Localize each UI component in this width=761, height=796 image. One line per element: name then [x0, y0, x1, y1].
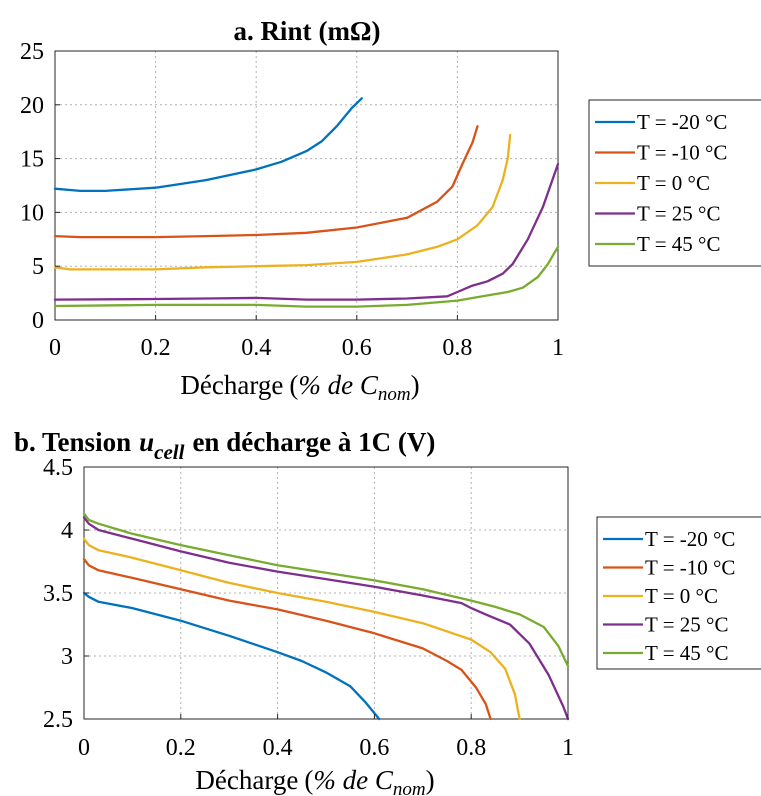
- voltage-chart-legend-label: T = 0 °C: [645, 584, 718, 608]
- rint-chart-ytick-label: 5: [32, 254, 44, 280]
- rint-chart-xlabel: Décharge (% de Cnom): [180, 370, 419, 405]
- rint-chart-legend-label: T = -10 °C: [637, 141, 727, 165]
- rint-chart-xtick-label: 0.6: [342, 335, 372, 361]
- rint-chart-xtick-label: 1: [552, 335, 564, 361]
- voltage-chart-legend-label: T = 25 °C: [645, 613, 728, 637]
- voltage-chart-series-line-2: [82, 557, 492, 721]
- voltage-chart-title: b. Tension ucell en décharge à 1C (V): [14, 427, 435, 464]
- voltage-chart-grid: [84, 467, 568, 719]
- rint-chart-legend: T = -20 °C T = -10 °C T = 0 °C T = 25 °C T =…: [588, 99, 761, 267]
- voltage-chart-ytick-label: 3.5: [43, 581, 73, 607]
- voltage-chart-ytick-label: 3: [61, 644, 73, 670]
- rint-chart-series-line-3: [53, 133, 512, 271]
- voltage-chart-panel: b. Tension ucell en décharge à 1C (V) 0 0.2…: [14, 427, 761, 796]
- voltage-chart-series-line-3: [82, 537, 521, 721]
- rint-chart-legend-label: T = 25 °C: [637, 202, 720, 226]
- rint-chart-ytick-label: 10: [20, 200, 44, 226]
- voltage-chart-series-line-5: [82, 512, 570, 668]
- rint-chart-xtick-label: 0: [49, 335, 61, 361]
- voltage-chart-xtick-label: 0.2: [166, 735, 196, 761]
- voltage-chart-series-line-4: [82, 516, 570, 721]
- rint-chart-xtick-label: 0.8: [442, 335, 472, 361]
- voltage-chart-series-line-1: [82, 591, 381, 721]
- rint-chart-legend-label: T = -20 °C: [637, 110, 727, 134]
- rint-chart-xtick-label: 0.4: [241, 335, 271, 361]
- voltage-chart-xtick-label: 0.8: [456, 735, 486, 761]
- voltage-chart-xtick-label: 1: [562, 735, 574, 761]
- rint-chart-legend-label: T = 0 °C: [637, 171, 710, 195]
- rint-chart-grid: [55, 51, 558, 320]
- rint-chart-legend-label: T = 45 °C: [637, 232, 720, 256]
- voltage-chart-ytick-label: 4: [61, 518, 73, 544]
- voltage-chart-xtick-label: 0.6: [359, 735, 389, 761]
- voltage-chart-tick-labels: 0 0.2 0.4 0.6 0.8 1 2.5 3 3.5 4 4.5: [43, 455, 574, 761]
- voltage-chart-xlabel: Décharge (% de Cnom): [195, 765, 434, 796]
- voltage-chart-xtick-label: 0: [78, 735, 90, 761]
- voltage-chart-legend-label: T = -20 °C: [645, 527, 735, 551]
- voltage-chart-legend: T = -20 °C T = -10 °C T = 0 °C T = 25 °C T =…: [596, 516, 761, 670]
- rint-chart-series-line-5: [53, 245, 560, 308]
- voltage-chart-xtick-label: 0.4: [263, 735, 293, 761]
- voltage-chart-ytick-label: 2.5: [43, 707, 73, 733]
- voltage-chart-ytick-label: 4.5: [43, 455, 73, 481]
- voltage-chart-legend-box: [596, 516, 761, 670]
- rint-chart-ytick-label: 15: [20, 147, 44, 173]
- rint-chart-axes-box: [54, 50, 559, 321]
- voltage-chart-legend-label: T = -10 °C: [645, 556, 735, 580]
- rint-chart-ytick-label: 0: [32, 308, 44, 334]
- rint-chart-title: a. Rint (mΩ): [233, 16, 380, 46]
- rint-chart-series-line-4: [53, 162, 560, 301]
- voltage-chart-legend-label: T = 45 °C: [645, 641, 728, 665]
- rint-chart-xtick-label: 0.2: [141, 335, 171, 361]
- voltage-chart-series: [82, 512, 570, 721]
- rint-chart-series: [53, 97, 560, 308]
- rint-chart-series-line-2: [53, 125, 479, 239]
- rint-chart-ytick-label: 25: [20, 39, 44, 65]
- rint-chart-series-line-1: [53, 97, 363, 193]
- rint-chart-ytick-label: 20: [20, 93, 44, 119]
